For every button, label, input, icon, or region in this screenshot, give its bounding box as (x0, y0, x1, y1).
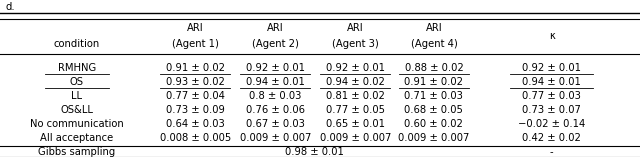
Text: 0.42 ± 0.02: 0.42 ± 0.02 (522, 133, 581, 143)
Text: 0.009 ± 0.007: 0.009 ± 0.007 (319, 133, 391, 143)
Text: Gibbs sampling: Gibbs sampling (38, 147, 115, 157)
Text: All acceptance: All acceptance (40, 133, 113, 143)
Text: 0.93 ± 0.02: 0.93 ± 0.02 (166, 77, 225, 87)
Text: 0.77 ± 0.04: 0.77 ± 0.04 (166, 91, 225, 101)
Text: OS: OS (70, 77, 84, 87)
Text: 0.77 ± 0.05: 0.77 ± 0.05 (326, 105, 385, 115)
Text: 0.73 ± 0.09: 0.73 ± 0.09 (166, 105, 225, 115)
Text: OS&LL: OS&LL (60, 105, 93, 115)
Text: No communication: No communication (30, 119, 124, 129)
Text: 0.92 ± 0.01: 0.92 ± 0.01 (326, 62, 385, 73)
Text: RMHNG: RMHNG (58, 62, 96, 73)
Text: 0.009 ± 0.007: 0.009 ± 0.007 (398, 133, 470, 143)
Text: 0.67 ± 0.03: 0.67 ± 0.03 (246, 119, 305, 129)
Text: ARI: ARI (187, 23, 204, 33)
Text: 0.008 ± 0.005: 0.008 ± 0.005 (159, 133, 231, 143)
Text: 0.98 ± 0.01: 0.98 ± 0.01 (285, 147, 344, 157)
Text: 0.81 ± 0.02: 0.81 ± 0.02 (326, 91, 385, 101)
Text: 0.76 ± 0.06: 0.76 ± 0.06 (246, 105, 305, 115)
Text: 0.77 ± 0.03: 0.77 ± 0.03 (522, 91, 581, 101)
Text: 0.94 ± 0.01: 0.94 ± 0.01 (522, 77, 581, 87)
Text: 0.64 ± 0.03: 0.64 ± 0.03 (166, 119, 225, 129)
Text: ARI: ARI (347, 23, 364, 33)
Text: 0.8 ± 0.03: 0.8 ± 0.03 (249, 91, 301, 101)
Text: 0.91 ± 0.02: 0.91 ± 0.02 (166, 62, 225, 73)
Text: 0.60 ± 0.02: 0.60 ± 0.02 (404, 119, 463, 129)
Text: 0.68 ± 0.05: 0.68 ± 0.05 (404, 105, 463, 115)
Text: 0.91 ± 0.02: 0.91 ± 0.02 (404, 77, 463, 87)
Text: 0.92 ± 0.01: 0.92 ± 0.01 (246, 62, 305, 73)
Text: condition: condition (54, 39, 100, 49)
Text: κ: κ (548, 31, 555, 41)
Text: 0.92 ± 0.01: 0.92 ± 0.01 (522, 62, 581, 73)
Text: LL: LL (71, 91, 83, 101)
Text: 0.88 ± 0.02: 0.88 ± 0.02 (404, 62, 463, 73)
Text: (Agent 1): (Agent 1) (172, 39, 219, 49)
Text: ARI: ARI (267, 23, 284, 33)
Text: 0.94 ± 0.02: 0.94 ± 0.02 (326, 77, 385, 87)
Text: 0.94 ± 0.01: 0.94 ± 0.01 (246, 77, 305, 87)
Text: ARI: ARI (426, 23, 442, 33)
Text: (Agent 2): (Agent 2) (252, 39, 299, 49)
Text: -: - (550, 147, 554, 157)
Text: 0.71 ± 0.03: 0.71 ± 0.03 (404, 91, 463, 101)
Text: −0.02 ± 0.14: −0.02 ± 0.14 (518, 119, 586, 129)
Text: 0.009 ± 0.007: 0.009 ± 0.007 (239, 133, 311, 143)
Text: d.: d. (5, 2, 15, 12)
Text: (Agent 4): (Agent 4) (410, 39, 458, 49)
Text: (Agent 3): (Agent 3) (332, 39, 379, 49)
Text: 0.65 ± 0.01: 0.65 ± 0.01 (326, 119, 385, 129)
Text: 0.73 ± 0.07: 0.73 ± 0.07 (522, 105, 581, 115)
